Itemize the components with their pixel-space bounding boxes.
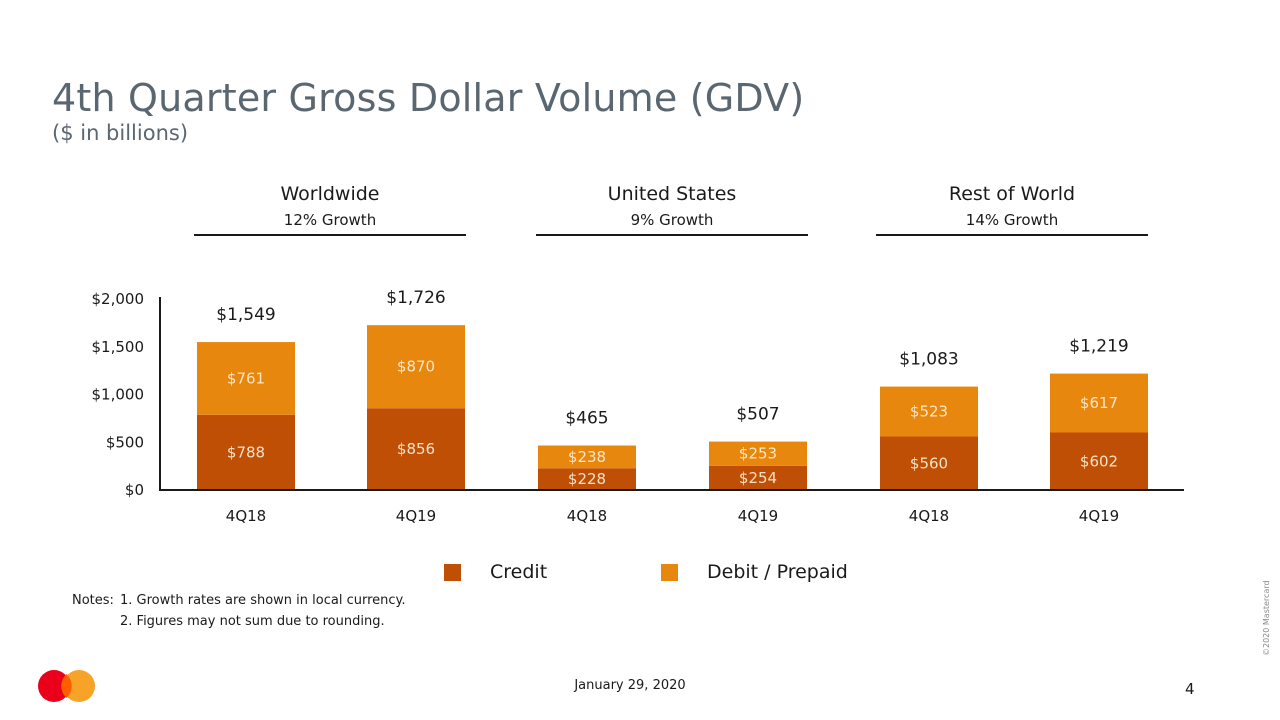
y-tick-label: $2,000 bbox=[92, 290, 145, 308]
x-tick-label: 4Q19 bbox=[396, 507, 436, 525]
x-tick-label: 4Q19 bbox=[738, 507, 778, 525]
group-name: United States bbox=[607, 183, 737, 205]
bar-credit bbox=[197, 414, 295, 490]
group-header-worldwide: Worldwide 12% Growth bbox=[194, 182, 466, 236]
x-tick-label: 4Q18 bbox=[909, 507, 949, 525]
data-label-total: $1,726 bbox=[386, 288, 445, 308]
data-label-credit: $788 bbox=[227, 443, 265, 461]
legend-item-credit: Credit bbox=[444, 561, 547, 583]
data-label-credit: $254 bbox=[739, 469, 777, 487]
note-item: 2. Figures may not sum due to rounding. bbox=[120, 614, 385, 629]
y-tick-label: $0 bbox=[125, 481, 144, 499]
group-rule bbox=[876, 234, 1148, 236]
bar-credit bbox=[538, 468, 636, 490]
data-label-debit: $761 bbox=[227, 369, 265, 387]
data-label-total: $507 bbox=[736, 405, 779, 425]
legend-swatch-debit bbox=[661, 563, 678, 581]
footer-date: January 29, 2020 bbox=[574, 678, 686, 693]
group-growth: 12% Growth bbox=[283, 211, 377, 229]
notes-label: Notes: bbox=[72, 593, 114, 608]
bar-credit bbox=[709, 465, 807, 490]
group-rule bbox=[536, 234, 808, 236]
note-item: 1. Growth rates are shown in local curre… bbox=[120, 593, 406, 608]
data-label-debit: $617 bbox=[1080, 394, 1118, 412]
x-tick-label: 4Q19 bbox=[1079, 507, 1119, 525]
bar-credit bbox=[367, 408, 465, 490]
bar-debit bbox=[538, 445, 636, 469]
copyright-notice: ©2020 Mastercard bbox=[1262, 580, 1271, 656]
data-label-debit: $870 bbox=[397, 358, 435, 376]
bar-credit bbox=[1050, 432, 1148, 490]
bar-credit bbox=[880, 436, 978, 490]
bar-debit bbox=[197, 342, 295, 415]
data-label-debit: $253 bbox=[739, 445, 777, 463]
y-tick-label: $1,500 bbox=[92, 338, 145, 356]
data-label-total: $465 bbox=[565, 408, 608, 428]
x-tick-label: 4Q18 bbox=[567, 507, 607, 525]
legend-label-credit: Credit bbox=[490, 561, 548, 583]
data-label-debit: $523 bbox=[910, 403, 948, 421]
data-label-total: $1,549 bbox=[216, 305, 275, 325]
y-tick-label: $500 bbox=[106, 433, 144, 451]
bar-debit bbox=[367, 325, 465, 409]
page-subtitle: ($ in billions) bbox=[52, 121, 189, 145]
page-title: 4th Quarter Gross Dollar Volume (GDV) bbox=[52, 76, 805, 120]
group-name: Worldwide bbox=[280, 183, 380, 205]
group-growth: 9% Growth bbox=[630, 211, 714, 229]
x-tick-label: 4Q18 bbox=[226, 507, 266, 525]
data-label-total: $1,219 bbox=[1069, 337, 1128, 357]
y-tick-label: $1,000 bbox=[92, 386, 145, 404]
mastercard-logo bbox=[38, 670, 95, 702]
data-label-total: $1,083 bbox=[899, 350, 958, 370]
data-label-debit: $238 bbox=[568, 448, 606, 466]
footnotes: Notes: 1. Growth rates are shown in loca… bbox=[72, 590, 406, 632]
group-header-united-states: United States 9% Growth bbox=[536, 182, 808, 236]
data-label-credit: $602 bbox=[1080, 452, 1118, 470]
group-growth: 14% Growth bbox=[965, 211, 1059, 229]
data-label-credit: $560 bbox=[910, 454, 948, 472]
bar-debit bbox=[1050, 373, 1148, 433]
legend-item-debit: Debit / Prepaid bbox=[661, 561, 848, 583]
chart-legend: Credit Debit / Prepaid bbox=[0, 561, 1280, 591]
data-label-credit: $856 bbox=[397, 440, 435, 458]
bar-debit bbox=[709, 441, 807, 466]
bar-debit bbox=[880, 386, 978, 437]
group-name: Rest of World bbox=[948, 183, 1076, 205]
group-header-rest-of-world: Rest of World 14% Growth bbox=[876, 182, 1148, 236]
legend-swatch-credit bbox=[444, 563, 461, 581]
legend-label-debit: Debit / Prepaid bbox=[707, 561, 848, 583]
data-label-credit: $228 bbox=[568, 470, 606, 488]
group-rule bbox=[194, 234, 466, 236]
page-number: 4 bbox=[1185, 680, 1195, 698]
